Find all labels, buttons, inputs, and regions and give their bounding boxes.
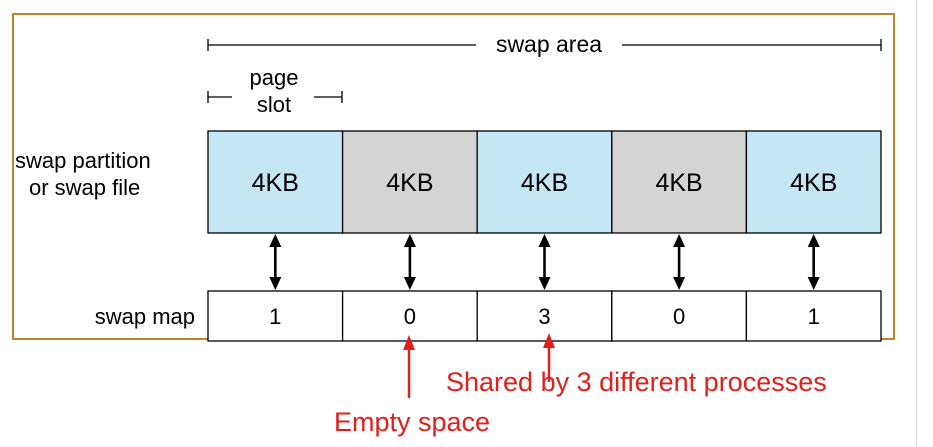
partition-label-line2: or swap file (29, 175, 140, 200)
swap-map-cell-box (611, 290, 748, 342)
partition-slot-box (341, 130, 478, 234)
swap-area-dimension: swap area (207, 31, 882, 57)
partition-slot-size: 4KB (252, 169, 299, 197)
partition-slot-size: 4KB (521, 169, 568, 197)
double-arrow-icon (403, 234, 416, 290)
partition-label-line1: swap partition (15, 148, 151, 173)
double-arrow-icon (673, 234, 686, 290)
partition-slot: 4KB (611, 130, 748, 234)
shared-pointer-arrowhead (543, 333, 555, 348)
partition-slot: 4KB (341, 130, 478, 234)
swap-map-cell-box (476, 290, 613, 342)
shared-annotation: Shared by 3 different processes (446, 367, 827, 397)
partition-slot: 4KB (745, 130, 882, 234)
page-edge-divider (916, 0, 917, 447)
page-slot-label-line2: slot (257, 92, 291, 117)
partition-slot-box (745, 130, 882, 234)
swap-area-label: swap area (496, 31, 602, 57)
partition-slot-size: 4KB (790, 169, 837, 197)
empty-pointer-arrowhead (403, 335, 415, 350)
partition-slot: 4KB (476, 130, 613, 234)
swap-map-value: 1 (269, 304, 281, 329)
swap-map-label: swap map (95, 304, 195, 329)
partition-slot-box (476, 130, 613, 234)
slot-map-arrows (269, 234, 820, 290)
swap-map-value: 0 (404, 304, 416, 329)
swap-map-value: 1 (808, 304, 820, 329)
swap-map-value: 0 (673, 304, 685, 329)
partition-slot-size: 4KB (655, 169, 702, 197)
page-slot-label-line1: page (250, 65, 299, 90)
swap-map-cell: 0 (611, 290, 748, 342)
double-arrow-icon (807, 234, 820, 290)
swap-map-cell: 0 (341, 290, 478, 342)
swap-map-cell-box (207, 290, 344, 342)
swap-map-row: 1 0 3 0 1 (207, 290, 882, 342)
swap-map-cell: 1 (745, 290, 882, 342)
swap-partition-row: 4KB 4KB 4KB 4KB 4KB (207, 130, 882, 234)
double-arrow-icon (538, 234, 551, 290)
swap-map-cell: 1 (207, 290, 344, 342)
partition-slot-box (207, 130, 344, 234)
partition-slot: 4KB (207, 130, 344, 234)
swap-map-cell: 3 (476, 290, 613, 342)
partition-slot-box (611, 130, 748, 234)
swap-map-cell-box (341, 290, 478, 342)
empty-space-annotation: Empty space (334, 407, 490, 437)
swap-map-cell-box (745, 290, 882, 342)
partition-slot-size: 4KB (386, 169, 433, 197)
page-slot-dimension: page slot (207, 65, 343, 117)
double-arrow-icon (269, 234, 282, 290)
swap-map-value: 3 (538, 304, 550, 329)
annotations: Shared by 3 different processes Empty sp… (334, 333, 827, 437)
